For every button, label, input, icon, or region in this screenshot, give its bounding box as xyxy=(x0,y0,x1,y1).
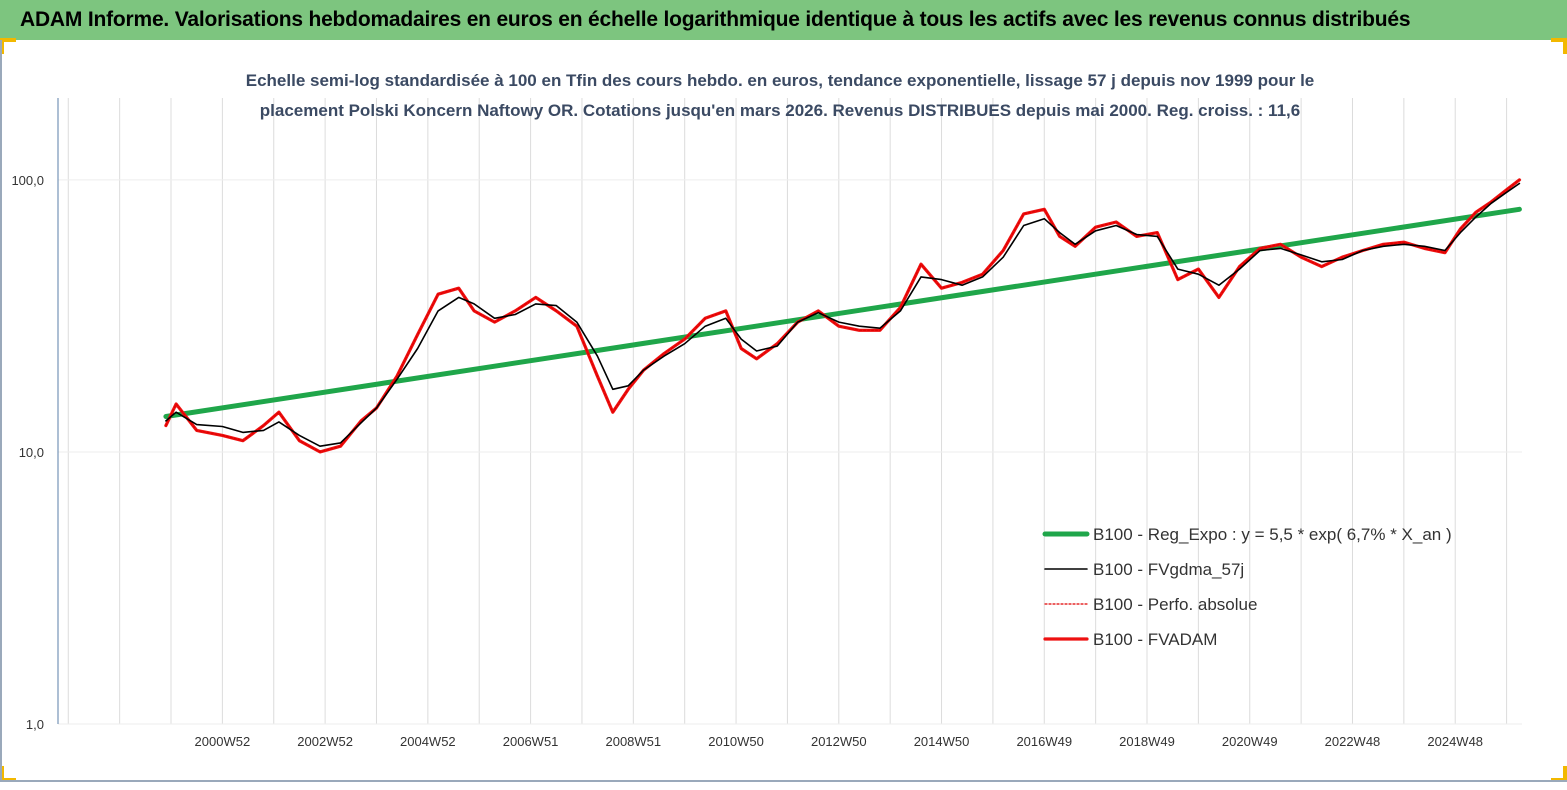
series-layer xyxy=(163,178,1522,454)
chart-svg: 1,0 10,0 100,0 2000W52 2002W52 2004W52 2006W5… xyxy=(11,71,1522,749)
page-title: ADAM Informe. Valorisations hebdomadaire… xyxy=(20,8,1411,31)
x-tick-label: 2016W49 xyxy=(1016,734,1072,749)
x-tick-label: 2014W50 xyxy=(914,734,970,749)
x-tick-label: 2002W52 xyxy=(297,734,353,749)
series-line-perfo xyxy=(165,179,1521,453)
x-tick-label: 2020W49 xyxy=(1222,734,1278,749)
x-tick-labels: 2000W52 2002W52 2004W52 2006W51 2008W51 2010W… xyxy=(195,734,1483,749)
y-tick-labels: 1,0 10,0 100,0 xyxy=(11,173,44,732)
legend-label-fvadam: B100 - FVADAM xyxy=(1093,630,1217,649)
legend-label-perfo: B100 - Perfo. absolue xyxy=(1093,595,1257,614)
x-tick-label: 2018W49 xyxy=(1119,734,1175,749)
header-banner: ADAM Informe. Valorisations hebdomadaire… xyxy=(0,0,1567,40)
x-tick-label: 2004W52 xyxy=(400,734,456,749)
chart-area: 1,0 10,0 100,0 2000W52 2002W52 2004W52 2006W5… xyxy=(0,40,1567,780)
legend-label-reg: B100 - Reg_Expo : y = 5,5 * exp( 6,7% * … xyxy=(1093,525,1452,544)
x-tick-label: 2024W48 xyxy=(1427,734,1483,749)
legend-label-fvgdma: B100 - FVgdma_57j xyxy=(1093,560,1244,579)
chart-title-line-1: Echelle semi-log standardisée à 100 en T… xyxy=(246,71,1315,90)
y-tick-label: 1,0 xyxy=(26,717,44,732)
x-tick-label: 2006W51 xyxy=(503,734,559,749)
y-tick-label: 10,0 xyxy=(19,445,44,460)
x-tick-label: 2010W50 xyxy=(708,734,764,749)
series-line-fvgdma xyxy=(165,182,1521,448)
y-tick-label: 100,0 xyxy=(11,173,44,188)
x-tick-label: 2022W48 xyxy=(1325,734,1381,749)
chart-title-line-2: placement Polski Koncern Naftowy OR. Cot… xyxy=(260,101,1300,120)
x-tick-label: 2000W52 xyxy=(195,734,251,749)
legend: B100 - Reg_Expo : y = 5,5 * exp( 6,7% * … xyxy=(1042,525,1452,649)
chart-title: Echelle semi-log standardisée à 100 en T… xyxy=(246,71,1315,120)
corner-mark-top-left xyxy=(0,38,16,54)
series-line-reg xyxy=(163,206,1522,419)
x-tick-label: 2012W50 xyxy=(811,734,867,749)
grid-layer xyxy=(58,98,1522,725)
frame-bottom-edge xyxy=(0,780,1567,782)
x-tick-label: 2008W51 xyxy=(605,734,661,749)
frame-left-edge xyxy=(0,40,2,780)
corner-mark-top-right xyxy=(1551,38,1567,54)
series-line-fvadam xyxy=(164,178,1522,454)
